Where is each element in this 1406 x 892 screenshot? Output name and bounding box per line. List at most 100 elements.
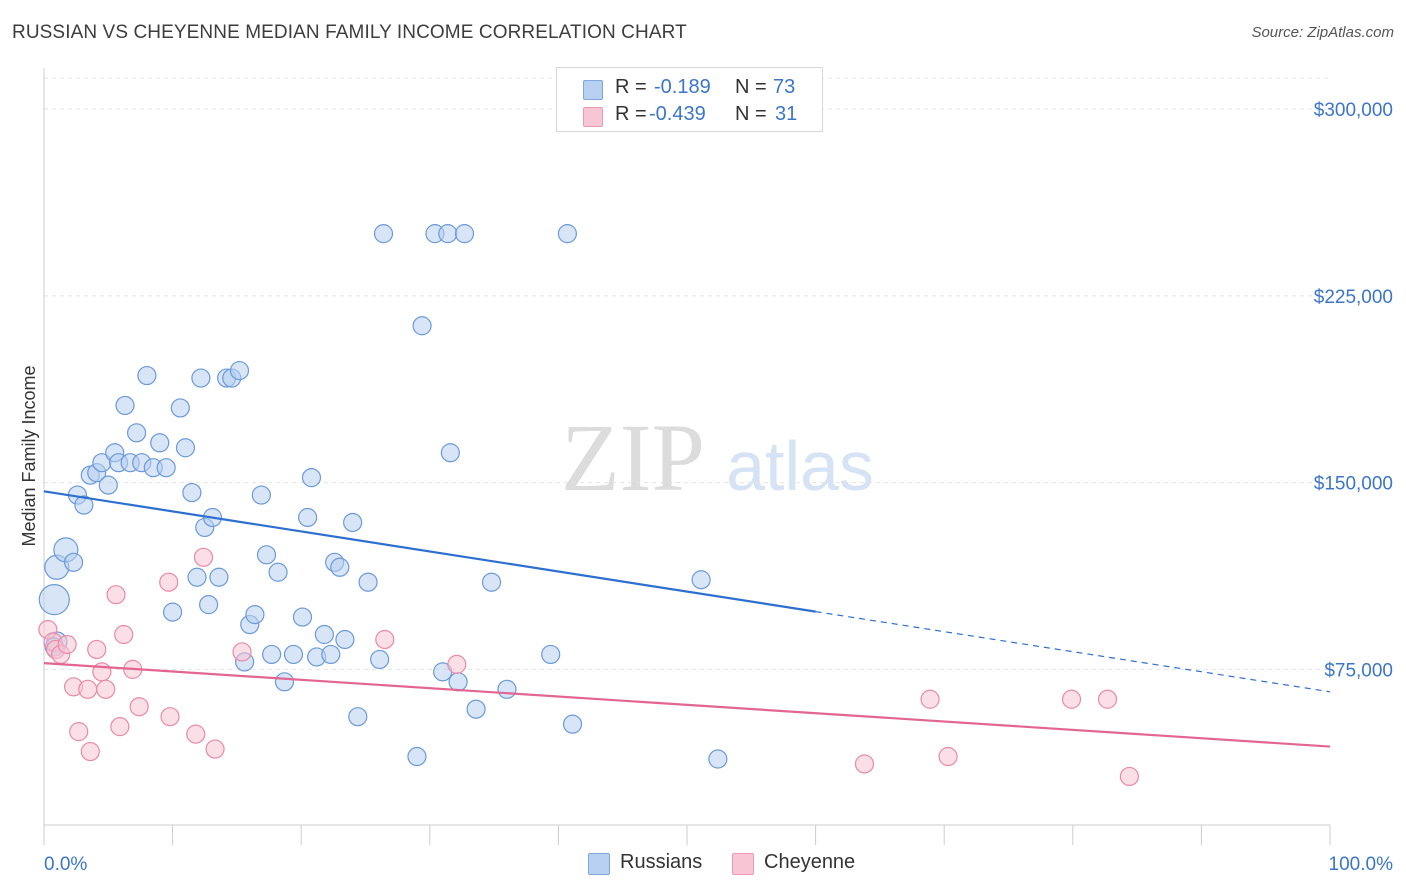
data-point-russians [348,707,368,727]
data-point-russians [74,495,94,515]
data-point-cheyenne [1097,689,1118,709]
y-tick-label: $225,000 [1314,287,1393,308]
data-point-russians [292,607,313,627]
data-point-russians [343,512,363,533]
watermark-zip: ZIP [561,404,705,511]
data-point-russians [691,570,711,590]
legend-row-cheyenne: R = -0.439 N = 31 [557,103,822,131]
data-point-cheyenne [193,547,214,567]
y-tick-label: $150,000 [1314,474,1393,495]
legend-swatch-russians [583,80,603,100]
x-tick-label: 100.0% [1329,854,1394,875]
data-point-russians [150,433,170,453]
legend-n-value: 31 [775,103,798,125]
chart-title: RUSSIAN VS CHEYENNE MEDIAN FAMILY INCOME… [12,22,687,43]
legend-r-label: R = [615,103,647,125]
data-point-russians [209,567,229,587]
y-tick-label: $300,000 [1314,100,1393,121]
data-point-russians [229,360,250,381]
data-point-cheyenne [110,717,130,737]
data-point-russians [182,482,202,503]
data-point-russians [298,507,318,528]
trend-line-cheyenne [43,662,1331,748]
data-point-cheyenne [87,639,107,660]
data-point-russians [407,746,427,767]
legend-n-label: N = [735,103,767,125]
data-point-russians [163,602,183,622]
trend-line-russians [43,490,816,613]
data-point-cheyenne [57,634,77,655]
data-point-russians [262,644,282,665]
legend-row-russians: R = -0.189 N = 73 [557,76,822,104]
data-point-cheyenne [920,689,940,709]
data-point-russians [283,644,304,665]
data-point-russians [175,438,196,458]
data-point-cheyenne [160,707,180,727]
data-point-cheyenne [1061,689,1082,709]
data-point-russians [191,368,211,388]
data-point-russians [256,545,277,565]
data-point-cheyenne [938,746,958,767]
data-point-russians [358,572,378,592]
bottom-legend-swatch-russians [588,853,610,875]
data-point-russians [301,468,322,488]
legend-n-value: 73 [773,76,796,98]
data-point-cheyenne [1119,766,1139,787]
data-point-russians [497,679,517,699]
trend-line-extension-russians [815,611,1331,693]
legend-r-value: -0.439 [649,103,706,125]
data-point-russians [440,443,460,463]
data-point-russians [98,475,118,495]
data-point-cheyenne [96,679,116,699]
y-axis-label: Median Family Income [19,365,39,546]
data-point-russians [115,395,135,416]
data-point-russians [126,423,147,443]
data-point-russians [187,567,207,587]
legend-r-value: -0.189 [654,76,711,98]
data-point-cheyenne [69,722,89,742]
data-point-russians [156,458,176,478]
data-point-cheyenne [375,629,395,650]
correlation-legend: R = -0.189 N = 73 R = -0.439 N = 31 [556,67,823,132]
data-point-russians [251,485,271,505]
data-point-russians [454,224,475,244]
bottom-legend-label-russians: Russians [620,851,703,873]
data-point-russians [438,224,458,244]
data-point-russians [314,624,334,645]
data-point-russians [562,714,583,734]
data-point-cheyenne [159,572,179,592]
source-label: Source: ZipAtlas.com [1251,24,1394,41]
data-point-russians [137,365,157,386]
data-point-cheyenne [232,642,252,662]
data-point-russians [63,552,84,572]
data-point-cheyenne [78,679,98,699]
bottom-legend-label-cheyenne: Cheyenne [764,851,856,873]
data-point-cheyenne [447,654,467,674]
data-point-russians [370,649,390,670]
y-tick-label: $75,000 [1324,660,1393,681]
data-point-russians [268,562,288,582]
data-point-cheyenne [854,754,875,774]
data-point-russians [373,224,394,244]
data-point-russians [481,572,502,592]
data-point-cheyenne [186,724,206,744]
data-point-cheyenne [114,624,134,645]
watermark-atlas: atlas [726,427,874,505]
data-point-russians [330,557,350,577]
data-point-cheyenne [80,741,100,762]
data-point-russians [245,604,265,625]
data-point-russians [412,316,432,336]
data-point-russians [448,672,468,692]
data-point-cheyenne [129,697,149,717]
x-tick-label: 0.0% [44,854,87,875]
data-point-cheyenne [106,585,126,605]
data-point-russians [321,644,341,665]
data-point-cheyenne [205,739,225,759]
legend-n-label: N = [735,76,767,98]
legend-swatch-cheyenne [583,107,603,127]
data-point-russians [38,584,70,616]
data-point-russians [335,629,355,650]
data-point-russians [170,398,190,418]
bottom-legend-swatch-cheyenne [732,853,754,875]
data-point-russians [199,595,219,615]
